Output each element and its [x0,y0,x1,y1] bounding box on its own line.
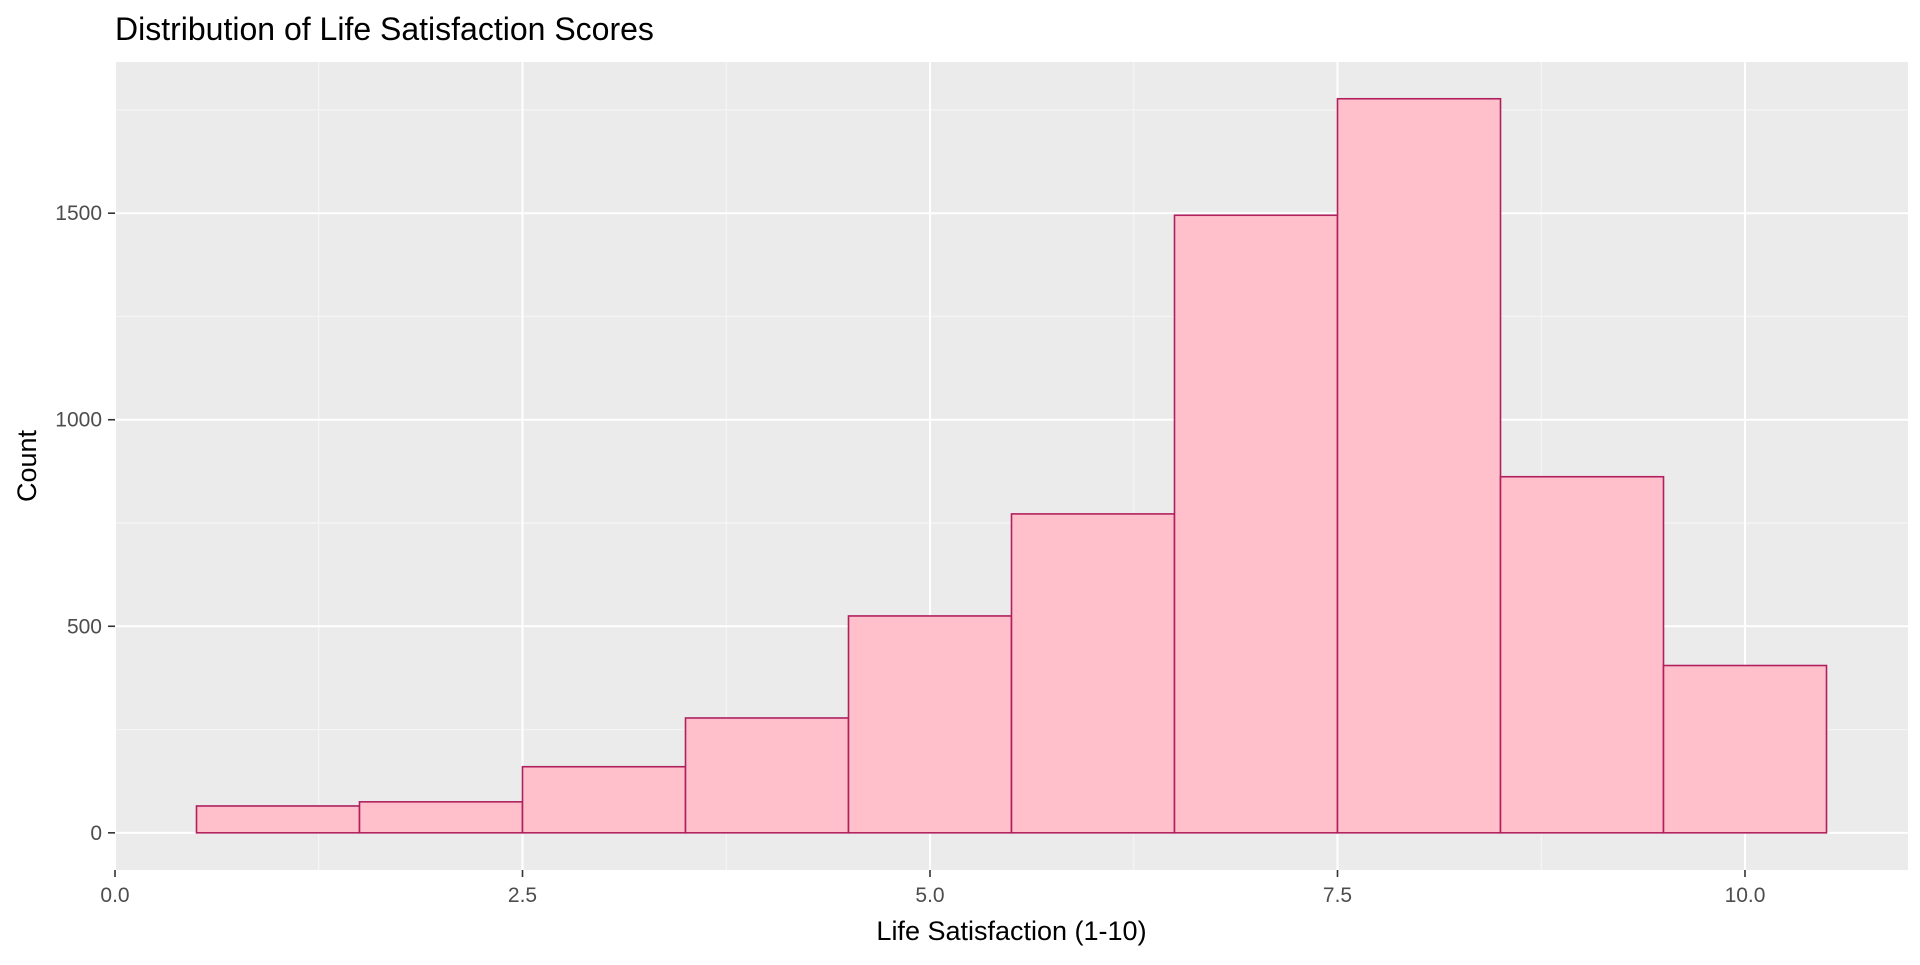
y-axis: 0 500 1000 1500 [55,202,115,845]
histogram-bar [1336,97,1502,834]
x-tick-label: 5.0 [915,884,944,907]
histogram-bar [1010,513,1176,834]
chart-title: Distribution of Life Satisfaction Scores [115,11,654,47]
x-tick-label: 2.5 [508,884,537,907]
histogram-bar [521,765,687,834]
histogram-bar [358,801,524,834]
x-axis-title: Life Satisfaction (1-10) [876,916,1146,946]
histogram-bar [1173,214,1339,834]
histogram-bar [195,805,361,834]
y-tick-label: 500 [67,615,102,638]
histogram-bar [1662,664,1828,834]
x-axis: 0.0 2.5 5.0 7.5 10.0 [100,870,1765,907]
y-axis-title: Count [12,429,42,502]
histogram-bars [195,97,1828,834]
y-tick-label: 1000 [55,409,102,432]
x-tick-label: 0.0 [100,884,129,907]
histogram-bar [684,717,850,834]
histogram-bar [1499,475,1665,834]
histogram-bar [847,615,1013,834]
y-tick-label: 0 [90,822,102,845]
y-tick-label: 1500 [55,202,102,225]
x-tick-label: 7.5 [1323,884,1352,907]
x-tick-label: 10.0 [1725,884,1766,907]
